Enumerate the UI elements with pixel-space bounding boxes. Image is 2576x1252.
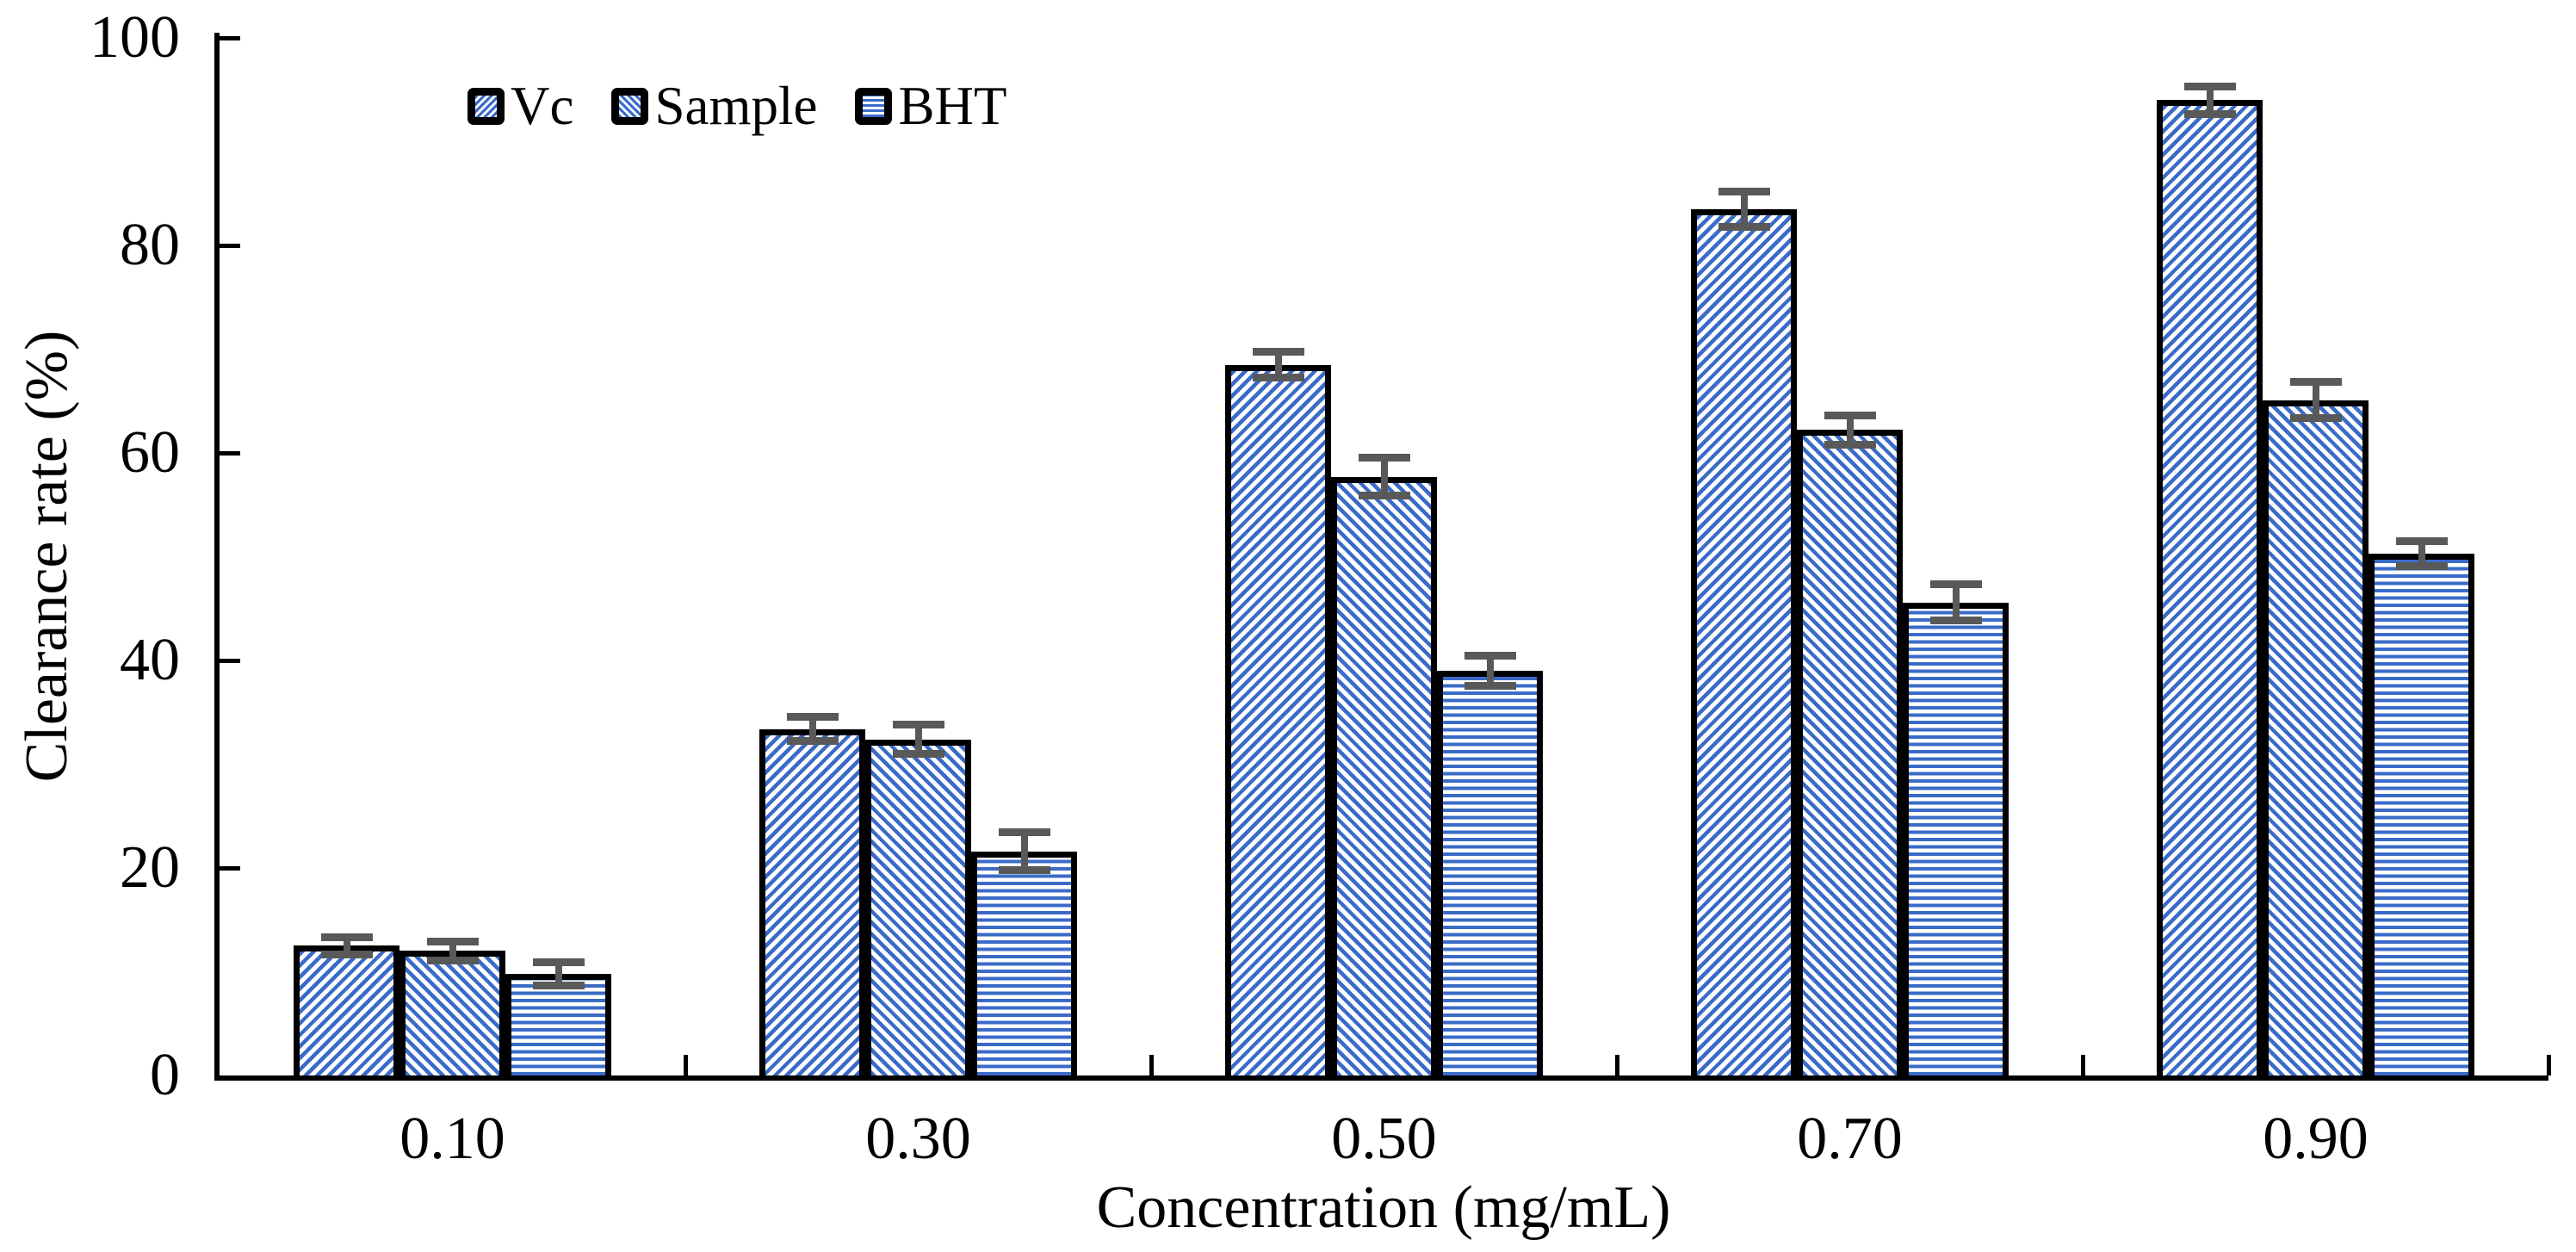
x-axis-line <box>214 1075 2548 1081</box>
error-bar-stem <box>1740 187 1748 232</box>
bar-vc-0.90 <box>2157 100 2263 1075</box>
bar-bht-0.70 <box>1903 602 2009 1075</box>
error-bar-cap-bottom <box>1929 616 1982 624</box>
legend-label: BHT <box>898 76 1007 136</box>
x-axis-tick <box>1614 1055 1619 1075</box>
error-bar-cap-bottom <box>2183 109 2236 118</box>
y-axis-tick <box>220 865 240 871</box>
bar-sample-0.50 <box>1331 476 1437 1075</box>
error-bar-stem <box>343 933 350 958</box>
error-bar-stem <box>2206 82 2214 118</box>
error-bar-cap-top <box>320 933 373 941</box>
y-tick-label: 60 <box>120 419 180 486</box>
error-bar-cap-bottom <box>1824 441 1876 449</box>
error-bar-stem <box>1380 454 1388 500</box>
y-tick-label: 20 <box>120 834 180 901</box>
error-bar-stem <box>1020 828 1028 875</box>
error-bar-cap-bottom <box>320 950 373 958</box>
error-bar-stem <box>1952 580 1960 624</box>
legend-item-vc: Vc <box>468 79 573 133</box>
error-bar-cap-bottom <box>1464 681 1516 690</box>
legend-swatch-diagonal-backward-icon <box>611 88 649 125</box>
x-axis-tick <box>2546 1055 2551 1075</box>
bar-vc-0.50 <box>1225 364 1331 1075</box>
bar-vc-0.10 <box>294 945 399 1075</box>
legend-swatch-horizontal-icon <box>855 88 893 125</box>
error-bar-stem <box>2418 536 2425 571</box>
error-bar-stem <box>914 720 922 759</box>
error-bar-cap-top <box>2289 378 2342 387</box>
y-tick-label: 80 <box>120 212 180 278</box>
y-axis-tick <box>220 450 240 456</box>
error-bar-cap-bottom <box>892 750 944 759</box>
bar-bht-0.90 <box>2369 553 2474 1075</box>
bar-vc-0.30 <box>759 728 865 1075</box>
bar-bht-0.10 <box>505 973 611 1075</box>
error-bar-cap-bottom <box>1252 373 1304 381</box>
x-tick-label: 0.10 <box>399 1106 505 1172</box>
x-axis-tick <box>2080 1055 2085 1075</box>
bar-sample-0.70 <box>1797 430 1903 1075</box>
legend-item-sample: Sample <box>611 79 817 133</box>
y-axis-tick <box>220 35 240 40</box>
error-bar-stem <box>1274 348 1282 381</box>
error-bar-stem <box>1846 411 1854 449</box>
error-bar-cap-top <box>1929 580 1982 589</box>
error-bar-cap-top <box>1464 652 1516 660</box>
error-bar-cap-top <box>1824 411 1876 419</box>
legend-swatch-diagonal-forward-icon <box>468 88 505 125</box>
y-axis-tick <box>220 243 240 248</box>
x-axis-title: Concentration (mg/mL) <box>1096 1175 1671 1241</box>
x-tick-label: 0.90 <box>2263 1106 2369 1172</box>
legend-label: Sample <box>654 76 818 136</box>
error-bar-cap-bottom <box>426 957 479 965</box>
legend: Vc Sample BHT <box>468 79 1006 133</box>
bar-sample-0.90 <box>2263 400 2369 1075</box>
error-bar-cap-top <box>892 720 944 728</box>
error-bar-cap-bottom <box>1718 223 1770 232</box>
error-bar-cap-top <box>1718 187 1770 195</box>
error-bar-cap-bottom <box>786 736 839 745</box>
legend-label: Vc <box>511 76 574 136</box>
x-axis-tick <box>683 1055 688 1075</box>
error-bar-cap-top <box>532 958 585 966</box>
error-bar-cap-top <box>786 713 839 722</box>
error-bar-cap-top <box>426 937 479 945</box>
error-bar-stem <box>2312 378 2319 422</box>
error-bar-cap-top <box>2183 82 2236 90</box>
x-tick-label: 0.50 <box>1331 1106 1437 1172</box>
error-bar-stem <box>554 958 562 989</box>
x-axis-tick <box>1149 1055 1154 1075</box>
bar-bht-0.30 <box>971 851 1077 1075</box>
error-bar-cap-bottom <box>2395 562 2448 571</box>
legend-item-bht: BHT <box>855 79 1006 133</box>
x-tick-label: 0.70 <box>1797 1106 1903 1172</box>
bar-vc-0.70 <box>1691 208 1797 1075</box>
error-bar-cap-bottom <box>532 981 585 989</box>
error-bar-cap-top <box>2395 536 2448 545</box>
error-bar-cap-top <box>998 828 1050 837</box>
bar-bht-0.50 <box>1437 671 1543 1075</box>
error-bar-cap-top <box>1252 348 1304 356</box>
y-tick-label: 100 <box>90 4 180 71</box>
error-bar-cap-bottom <box>2289 413 2342 422</box>
error-bar-stem <box>449 937 456 965</box>
error-bar-stem <box>1486 652 1494 690</box>
y-tick-label: 0 <box>150 1042 180 1108</box>
error-bar-stem <box>808 713 816 745</box>
y-tick-label: 40 <box>120 627 180 693</box>
error-bar-cap-bottom <box>1358 492 1410 500</box>
y-axis-title: Clearance rate (%) <box>14 330 80 783</box>
bar-sample-0.10 <box>399 951 505 1075</box>
error-bar-cap-bottom <box>998 866 1050 875</box>
y-axis-tick <box>220 658 240 663</box>
x-tick-label: 0.30 <box>865 1106 971 1172</box>
y-axis-line <box>214 33 220 1081</box>
bar-sample-0.30 <box>865 739 971 1075</box>
error-bar-cap-top <box>1358 454 1410 462</box>
